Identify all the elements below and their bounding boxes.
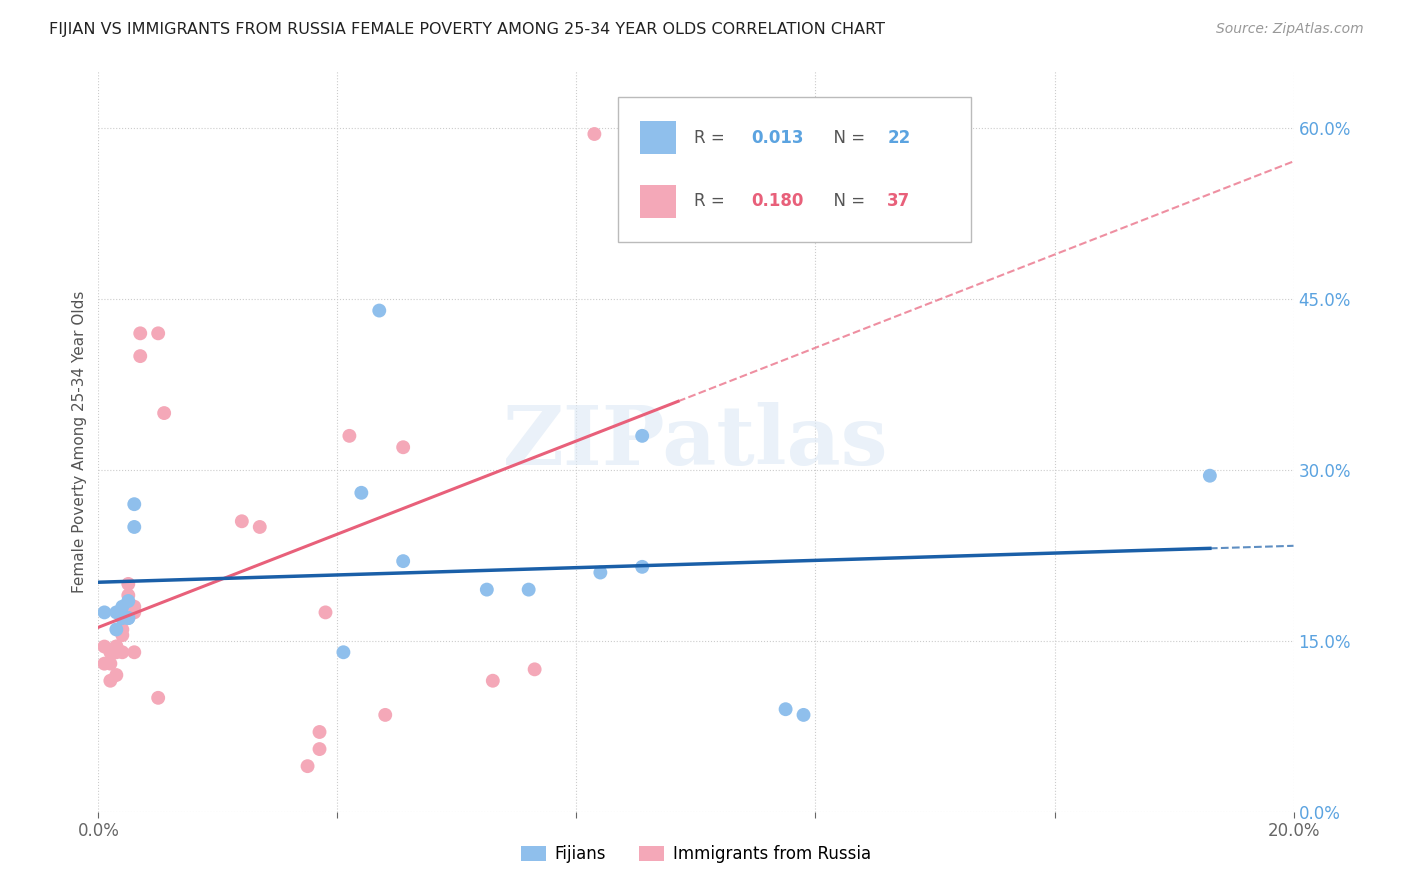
Point	[105, 606, 128, 620]
Text: FIJIAN VS IMMIGRANTS FROM RUSSIA FEMALE POVERTY AMONG 25-34 YEAR OLDS CORRELATIO: FIJIAN VS IMMIGRANTS FROM RUSSIA FEMALE …	[49, 22, 886, 37]
Text: ZIPatlas: ZIPatlas	[503, 401, 889, 482]
Point	[117, 594, 139, 608]
Text: 22: 22	[887, 128, 911, 146]
Text: 37: 37	[887, 192, 911, 211]
Point	[111, 645, 134, 659]
Point	[111, 628, 134, 642]
FancyBboxPatch shape	[640, 121, 676, 154]
Y-axis label: Female Poverty Among 25-34 Year Olds: Female Poverty Among 25-34 Year Olds	[72, 291, 87, 592]
Point	[475, 582, 498, 597]
Point	[392, 554, 415, 568]
Point	[105, 668, 128, 682]
Point	[482, 673, 505, 688]
Point	[793, 707, 815, 722]
Point	[124, 497, 146, 511]
Point	[315, 606, 337, 620]
Point	[517, 582, 540, 597]
Text: N =: N =	[823, 192, 870, 211]
Point	[1199, 468, 1222, 483]
Point	[249, 520, 271, 534]
Text: Source: ZipAtlas.com: Source: ZipAtlas.com	[1216, 22, 1364, 37]
Point	[153, 406, 176, 420]
Text: 0.180: 0.180	[751, 192, 803, 211]
Point	[308, 725, 330, 739]
Point	[523, 662, 546, 676]
Point	[374, 707, 396, 722]
Point	[339, 429, 361, 443]
Point	[117, 611, 139, 625]
Point	[105, 623, 128, 637]
Point	[231, 514, 253, 528]
Point	[111, 599, 134, 614]
Point	[117, 577, 139, 591]
Point	[631, 429, 654, 443]
Point	[148, 326, 170, 341]
Point	[93, 640, 115, 654]
Text: 0.013: 0.013	[751, 128, 803, 146]
Point	[105, 645, 128, 659]
Point	[98, 673, 122, 688]
Point	[117, 606, 139, 620]
Point	[129, 349, 152, 363]
Point	[93, 606, 115, 620]
Text: R =: R =	[693, 192, 730, 211]
Point	[111, 611, 134, 625]
Point	[111, 611, 134, 625]
Point	[148, 690, 170, 705]
Point	[589, 566, 612, 580]
Point	[98, 645, 122, 659]
Point	[666, 155, 689, 169]
Legend: Fijians, Immigrants from Russia: Fijians, Immigrants from Russia	[515, 838, 877, 870]
Point	[129, 326, 152, 341]
Point	[308, 742, 330, 756]
Point	[775, 702, 797, 716]
Point	[124, 606, 146, 620]
Point	[124, 520, 146, 534]
FancyBboxPatch shape	[640, 185, 676, 218]
Point	[124, 599, 146, 614]
Point	[332, 645, 354, 659]
Text: R =: R =	[693, 128, 730, 146]
FancyBboxPatch shape	[619, 97, 972, 242]
Point	[105, 640, 128, 654]
Point	[105, 640, 128, 654]
Point	[98, 657, 122, 671]
Point	[93, 657, 115, 671]
Point	[583, 127, 606, 141]
Text: N =: N =	[823, 128, 870, 146]
Point	[392, 440, 415, 454]
Point	[368, 303, 391, 318]
Point	[117, 588, 139, 602]
Point	[117, 611, 139, 625]
Point	[350, 485, 373, 500]
Point	[124, 645, 146, 659]
Point	[631, 559, 654, 574]
Point	[111, 623, 134, 637]
Point	[297, 759, 319, 773]
